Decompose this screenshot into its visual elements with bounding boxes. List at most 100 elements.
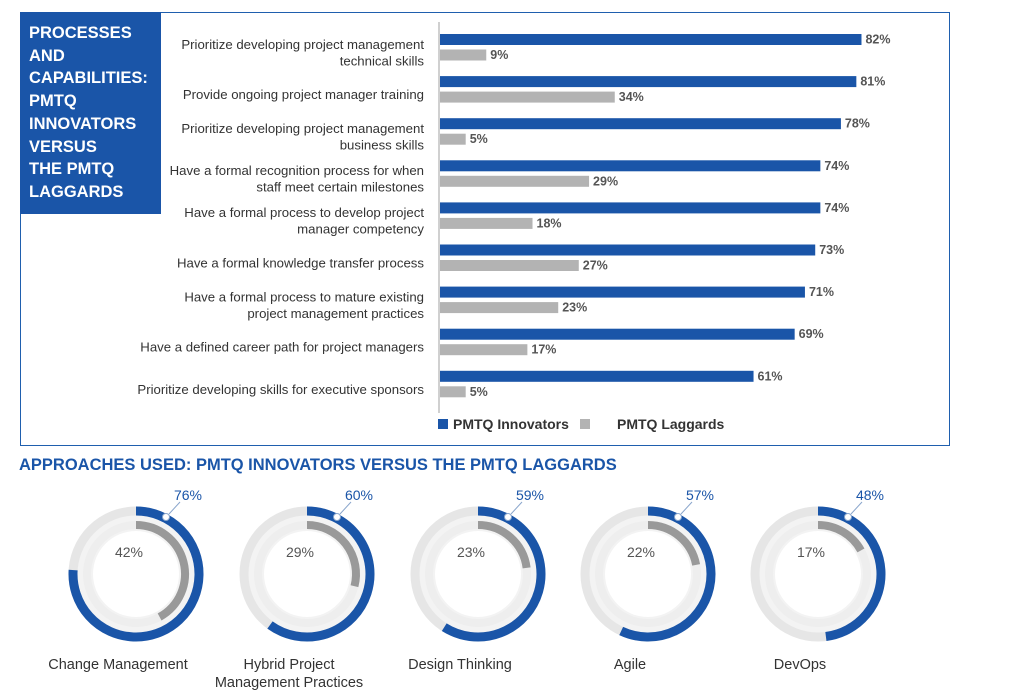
laggards-arc bbox=[306, 521, 360, 588]
innovators-bar bbox=[440, 286, 805, 298]
category-label-line: manager competency bbox=[297, 222, 424, 237]
donut-hole bbox=[264, 531, 350, 617]
category-label-line: Have a formal process to mature existing bbox=[184, 289, 424, 304]
innovators-value-label: 48% bbox=[856, 487, 884, 503]
innovators-value-label: 59% bbox=[516, 487, 544, 503]
donut-hole bbox=[775, 531, 861, 617]
donut-category-label-line: Change Management bbox=[48, 657, 188, 673]
title-line: PROCESSES bbox=[29, 24, 132, 42]
legend-innovators-swatch bbox=[438, 419, 448, 429]
title-line: VERSUS bbox=[29, 137, 97, 156]
category-label: Prioritize developing project management… bbox=[181, 37, 424, 69]
leader-line bbox=[168, 501, 181, 515]
bar-value-label: 29% bbox=[593, 174, 618, 188]
bar-value-label: 82% bbox=[865, 33, 890, 47]
leader-line bbox=[680, 501, 693, 515]
innovators-arc bbox=[267, 506, 375, 642]
title-line: LAGGARDS bbox=[29, 182, 124, 201]
category-label-line: project management practices bbox=[247, 306, 424, 321]
title-line: AND bbox=[29, 46, 65, 65]
laggards-value-label: 42% bbox=[115, 544, 143, 560]
donut-category-label: Agile bbox=[525, 656, 735, 674]
approaches-title: APPROACHES USED: PMTQ INNOVATORS VERSUS … bbox=[19, 456, 617, 474]
donut-category-label-line: Hybrid Project bbox=[243, 657, 335, 673]
laggards-arc bbox=[647, 521, 701, 566]
category-label-line: business skills bbox=[340, 137, 425, 152]
donut-category-label: Design Thinking bbox=[355, 656, 565, 674]
donut-category-label-line: Design Thinking bbox=[408, 657, 512, 673]
category-label: Provide ongoing project manager training bbox=[183, 87, 424, 102]
bar-value-label: 27% bbox=[583, 259, 608, 273]
category-label: Have a formal recognition process for wh… bbox=[170, 163, 425, 195]
category-label-line: Prioritize developing project management bbox=[181, 37, 424, 52]
leader-dot bbox=[504, 513, 512, 521]
title-line: THE PMTQ bbox=[29, 160, 115, 179]
laggards-bar bbox=[440, 133, 466, 145]
category-label-line: Have a formal recognition process for wh… bbox=[170, 163, 424, 178]
laggards-value-label: 17% bbox=[797, 544, 825, 560]
bar-value-label: 5% bbox=[470, 385, 488, 399]
donut-category-label-line: DevOps bbox=[773, 657, 827, 673]
category-label-line: Prioritize developing project management bbox=[181, 121, 424, 136]
title-line: CAPABILITIES: bbox=[29, 69, 148, 88]
bar-value-label: 74% bbox=[824, 159, 849, 173]
leader-dot bbox=[844, 513, 852, 521]
bar-value-label: 5% bbox=[470, 132, 488, 146]
laggards-arc bbox=[817, 521, 865, 553]
leader-dot bbox=[162, 513, 170, 521]
laggards-bar bbox=[440, 386, 466, 398]
legend-laggards-label: PMTQ Laggards bbox=[617, 416, 725, 432]
category-label: Prioritize developing project management… bbox=[181, 121, 424, 153]
leader-dot bbox=[333, 513, 341, 521]
bar-value-label: 34% bbox=[619, 90, 644, 104]
leader-line bbox=[510, 501, 523, 515]
donut-category-label-line: Management Practices bbox=[214, 675, 364, 691]
donut-hole bbox=[435, 531, 521, 617]
bar-value-label: 9% bbox=[490, 48, 508, 62]
laggards-arc bbox=[135, 521, 189, 621]
innovators-bar bbox=[440, 328, 795, 340]
category-label-line: Have a formal knowledge transfer process bbox=[177, 256, 424, 271]
bar-value-label: 61% bbox=[758, 369, 783, 383]
innovators-arc bbox=[441, 506, 546, 642]
innovators-bar bbox=[440, 370, 754, 382]
leader-line bbox=[339, 501, 352, 515]
innovators-value-label: 76% bbox=[174, 487, 202, 503]
laggards-bar bbox=[440, 49, 487, 61]
leader-line bbox=[850, 501, 863, 515]
category-label: Have a formal process to mature existing… bbox=[184, 289, 424, 321]
category-label-line: Have a defined career path for project m… bbox=[140, 340, 424, 355]
title-line: INNOVATORS bbox=[29, 114, 137, 133]
bar-value-label: 17% bbox=[531, 343, 556, 357]
category-label-line: technical skills bbox=[340, 53, 425, 68]
innovators-bar bbox=[440, 76, 857, 88]
legend-innovators-label: PMTQ Innovators bbox=[453, 416, 569, 432]
leader-dot bbox=[674, 513, 682, 521]
donut-category-label: DevOps bbox=[695, 656, 905, 674]
donut-hole bbox=[93, 531, 179, 617]
bar-value-label: 71% bbox=[809, 285, 834, 299]
section-title-box: PROCESSES AND CAPABILITIES: PMTQ INNOVAT… bbox=[20, 12, 161, 214]
innovators-value-label: 60% bbox=[345, 487, 373, 503]
donut-category-label: Change Management bbox=[13, 656, 223, 674]
innovators-bar bbox=[440, 34, 862, 45]
category-label-line: Have a formal process to develop project bbox=[184, 205, 424, 220]
innovators-bar bbox=[440, 244, 816, 256]
processes-panel bbox=[20, 12, 950, 446]
bar-value-label: 69% bbox=[799, 327, 824, 341]
donut-hole bbox=[605, 531, 691, 617]
category-label: Have a defined career path for project m… bbox=[140, 340, 424, 355]
category-label-line: Prioritize developing skills for executi… bbox=[137, 382, 424, 397]
donut-category-label: Hybrid Project Management Practices bbox=[184, 656, 394, 692]
innovators-value-label: 57% bbox=[686, 487, 714, 503]
bar-value-label: 73% bbox=[819, 243, 844, 257]
laggards-bar bbox=[440, 260, 579, 271]
laggards-bar bbox=[440, 217, 533, 229]
category-label: Prioritize developing skills for executi… bbox=[137, 382, 424, 397]
laggards-bar bbox=[440, 175, 590, 187]
innovators-arc bbox=[68, 506, 204, 642]
bar-value-label: 78% bbox=[845, 117, 870, 131]
laggards-value-label: 23% bbox=[457, 544, 485, 560]
title-line: PMTQ bbox=[29, 92, 77, 111]
